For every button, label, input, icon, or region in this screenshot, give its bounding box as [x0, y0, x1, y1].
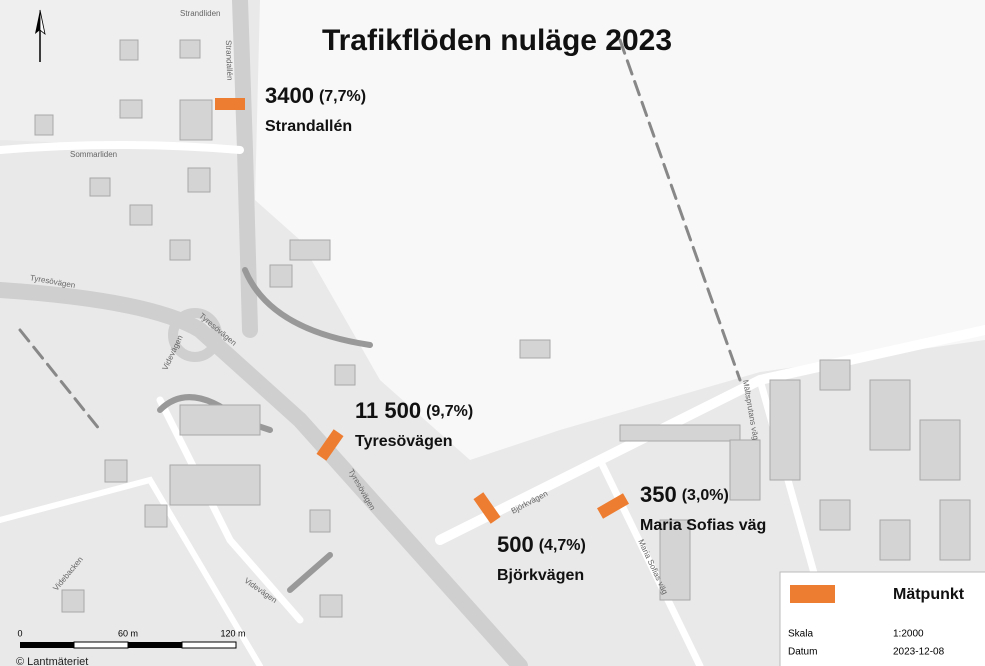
building	[939, 499, 971, 561]
point-street: Maria Sofias väg	[640, 517, 766, 534]
map-title: Trafikflöden nuläge 2023	[322, 24, 672, 57]
building	[269, 264, 293, 288]
boundary	[18, 328, 102, 432]
building	[179, 39, 201, 59]
point-count: 3400	[265, 83, 314, 108]
north-arrow-head	[35, 10, 40, 34]
point-street: Tyresövägen	[355, 433, 453, 450]
building	[289, 239, 331, 261]
building	[169, 239, 191, 261]
point-share: (3,0%)	[682, 487, 729, 504]
building	[104, 459, 128, 483]
point-share: (9,7%)	[426, 403, 473, 420]
building	[319, 594, 343, 618]
scale-segment	[128, 642, 182, 648]
scale-label: 120 m	[220, 628, 245, 638]
building	[919, 419, 961, 481]
legend-label: Mätpunkt	[893, 586, 965, 603]
road	[232, 0, 258, 338]
legend: Mätpunkt Skala 1:2000 Datum 2023-12-08	[779, 571, 985, 666]
building	[119, 99, 143, 119]
building	[819, 359, 851, 391]
point-share: (4,7%)	[539, 537, 586, 554]
measurement-marker	[316, 429, 344, 461]
building	[869, 379, 911, 451]
building	[179, 99, 213, 141]
building	[334, 364, 356, 386]
building	[187, 167, 211, 193]
point-value: 3400 (7,7%)	[265, 83, 366, 108]
building	[519, 339, 551, 359]
scale-bar: 0 60 m 120 m	[17, 628, 246, 649]
building	[34, 114, 54, 136]
point-count: 500	[497, 532, 534, 557]
building	[769, 379, 801, 481]
path	[242, 267, 373, 348]
point-street: Strandallén	[265, 118, 352, 135]
legend-swatch	[790, 585, 835, 603]
building	[819, 499, 851, 531]
building	[144, 504, 168, 528]
north-arrow-head	[39, 9, 46, 36]
scale-segment	[73, 641, 129, 649]
legend-key: Skala	[788, 629, 813, 640]
legend-key: Datum	[788, 647, 817, 658]
buildings	[34, 39, 971, 618]
open-area	[255, 0, 985, 460]
road	[0, 282, 528, 666]
credit: © Lantmäteriet	[16, 656, 88, 666]
road	[435, 325, 985, 545]
measurement-marker	[215, 98, 245, 110]
point-value: 350 (3,0%)	[640, 482, 729, 507]
road	[0, 141, 244, 154]
legend-value: 2023-12-08	[893, 647, 945, 658]
street-label: Sommarliden	[70, 150, 117, 159]
point-street: Björkvägen	[497, 567, 584, 584]
building	[169, 464, 261, 506]
scale-segment	[181, 641, 237, 649]
boundary	[618, 38, 742, 382]
building	[659, 519, 691, 601]
building	[119, 39, 139, 61]
building	[729, 439, 761, 501]
building	[61, 589, 85, 613]
building	[89, 177, 111, 197]
north-arrow	[35, 9, 46, 62]
building	[879, 519, 911, 561]
scale-segment	[20, 642, 74, 648]
path	[287, 552, 333, 593]
scale-label: 0	[17, 628, 22, 638]
building	[179, 404, 261, 436]
road	[596, 456, 704, 666]
street-label: Strandliden	[180, 9, 220, 18]
building	[619, 424, 741, 442]
building	[129, 204, 153, 226]
measurement-points: 3400 (7,7%) Strandallén 11 500 (9,7%) Tyresöv…	[215, 83, 766, 584]
road	[156, 396, 304, 624]
point-value: 500 (4,7%)	[497, 532, 586, 557]
building	[309, 509, 331, 533]
scale-label: 60 m	[118, 628, 138, 638]
point-count: 350	[640, 482, 677, 507]
road	[0, 476, 263, 666]
street-label: Strandallén	[224, 40, 234, 81]
measurement-marker	[473, 492, 501, 524]
roundabout	[168, 308, 222, 362]
point-share: (7,7%)	[319, 88, 366, 105]
measurement-marker	[597, 493, 629, 519]
point-count: 11 500	[355, 398, 421, 423]
legend-value: 1:2000	[893, 629, 924, 640]
point-value: 11 500 (9,7%)	[355, 398, 473, 423]
